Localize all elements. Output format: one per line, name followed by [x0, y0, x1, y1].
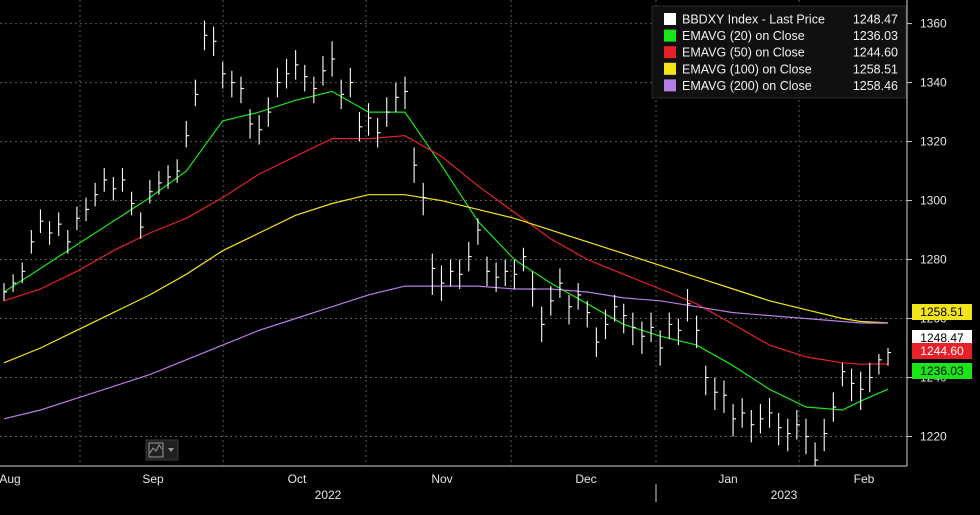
- ema-line-2: [3, 194, 889, 364]
- year-label-2023: 2023: [771, 488, 798, 502]
- legend-value-0: 1248.47: [853, 13, 898, 27]
- legend: BBDXY Index - Last Price 1248.47 EMAVG (20…: [651, 5, 907, 99]
- x-tick-label-aug: Aug: [0, 472, 21, 486]
- legend-swatch-1: [664, 29, 676, 42]
- y-tick-label-1300: 1300: [920, 194, 947, 208]
- price-tag-bg: [912, 330, 972, 346]
- legend-value-2: 1244.60: [853, 46, 898, 60]
- legend-box: [651, 5, 907, 99]
- x-tick-label-sep: Sep: [142, 472, 164, 486]
- price-tag-label: 1236.03: [920, 364, 964, 378]
- legend-swatch-4: [664, 79, 676, 92]
- grid-lines: [0, 0, 907, 466]
- year-label-2022: 2022: [315, 488, 342, 502]
- legend-swatch-0: [664, 13, 676, 25]
- price-tag-label: 1258.51: [920, 305, 964, 319]
- price-bars: [3, 20, 891, 466]
- chevron-down-icon: [168, 448, 174, 452]
- price-tag-bg: [912, 363, 972, 379]
- x-tick-label-dec: Dec: [575, 472, 596, 486]
- y-tick-label-1360: 1360: [920, 17, 947, 31]
- price-tag-label: 1248.47: [920, 331, 964, 345]
- x-tick-label-nov: Nov: [431, 472, 452, 486]
- legend-swatch-3: [664, 62, 676, 75]
- line-chart-icon: [148, 442, 164, 458]
- x-tick-label-feb: Feb: [854, 472, 875, 486]
- legend-label-4: EMAVG (200) on Close: [682, 79, 812, 93]
- legend-label-1: EMAVG (20) on Close: [682, 29, 805, 43]
- ema-line-1: [3, 135, 889, 365]
- x-tick-label-jan: Jan: [718, 472, 737, 486]
- y-tick-label-1320: 1320: [920, 135, 947, 149]
- y-tick-label-1280: 1280: [920, 253, 947, 267]
- ema-line-0: [3, 90, 889, 411]
- price-tag-bg: [912, 304, 972, 320]
- legend-label-3: EMAVG (100) on Close: [682, 62, 812, 76]
- chart-type-toggle[interactable]: [145, 439, 179, 461]
- y-tick-label-1340: 1340: [920, 76, 947, 90]
- legend-value-1: 1236.03: [853, 29, 898, 43]
- line-chart-glyph: [149, 444, 163, 454]
- price-tag-label: 1244.60: [920, 344, 964, 358]
- x-tick-label-oct: Oct: [288, 472, 307, 486]
- legend-swatch-2: [664, 46, 676, 59]
- legend-label-2: EMAVG (50) on Close: [682, 46, 805, 60]
- legend-value-3: 1258.51: [853, 62, 898, 76]
- y-tick-label-1220: 1220: [920, 430, 947, 444]
- price-tag-bg: [912, 343, 972, 359]
- legend-value-4: 1258.46: [853, 79, 898, 93]
- legend-label-0: BBDXY Index - Last Price: [682, 13, 825, 27]
